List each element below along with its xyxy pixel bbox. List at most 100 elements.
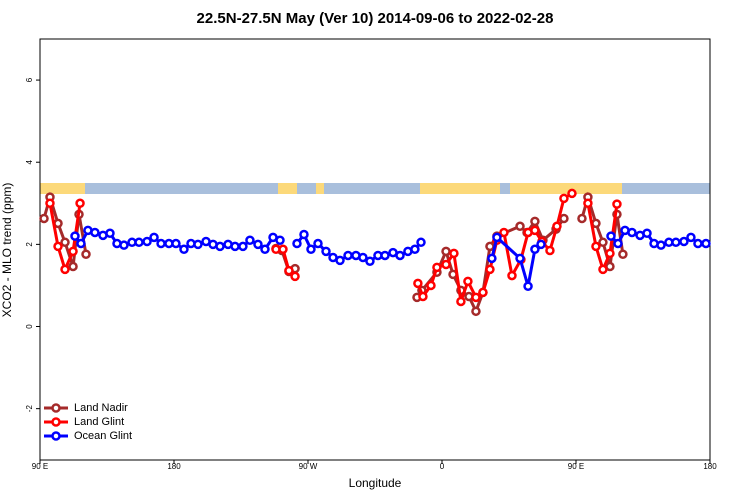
chart-title: 22.5N-27.5N May (Ver 10) 2014-09-06 to 2… — [197, 10, 554, 27]
legend-label: Land Glint — [74, 416, 124, 428]
data-point — [90, 227, 100, 238]
data-point — [53, 241, 63, 252]
data-point — [413, 278, 423, 289]
legend-marker — [51, 431, 61, 441]
x-tick-label: 90 E — [32, 462, 48, 471]
legend-label: Land Nadir — [74, 402, 128, 414]
data-point — [618, 249, 628, 259]
data-point — [432, 262, 442, 273]
data-point — [358, 252, 368, 263]
data-point — [238, 241, 248, 252]
data-point — [119, 240, 129, 250]
data-point — [515, 221, 525, 232]
data-point — [671, 237, 681, 248]
data-point — [577, 213, 587, 224]
data-point — [70, 231, 80, 241]
map-land — [40, 183, 85, 194]
plot-frame — [39, 38, 711, 461]
data-point — [142, 236, 152, 247]
data-point — [260, 244, 270, 255]
data-point — [492, 232, 502, 243]
data-point — [693, 238, 703, 249]
data-point — [545, 245, 555, 256]
map-land — [510, 183, 622, 194]
data-point — [76, 238, 86, 249]
data-point — [686, 232, 696, 243]
map-land — [278, 183, 297, 194]
data-point — [449, 248, 459, 259]
legend-label: Ocean Glint — [74, 430, 132, 442]
data-point — [149, 232, 159, 243]
data-point — [567, 188, 577, 199]
x-tick-label: 180 — [167, 462, 181, 471]
data-point — [478, 287, 488, 298]
data-point — [487, 253, 497, 264]
data-point — [418, 291, 428, 302]
data-point — [656, 240, 666, 250]
y-tick-label: 6 — [25, 77, 34, 82]
data-point — [284, 265, 294, 276]
data-point — [75, 198, 85, 209]
data-point — [275, 235, 285, 246]
data-point — [245, 235, 255, 246]
data-point — [441, 246, 451, 257]
data-point — [380, 250, 390, 261]
data-point — [679, 236, 689, 247]
data-point — [39, 213, 49, 224]
data-point — [606, 231, 616, 241]
data-point — [321, 246, 331, 257]
x-tick-label: 0 — [440, 462, 445, 471]
data-point — [313, 238, 323, 249]
data-point — [485, 264, 495, 275]
y-tick-label: -2 — [25, 405, 34, 413]
y-tick-label: 4 — [25, 159, 34, 164]
data-point — [299, 229, 309, 240]
map-ocean — [40, 183, 710, 194]
map-land — [420, 183, 500, 194]
data-point — [598, 264, 608, 275]
y-tick-label: 2 — [25, 242, 34, 247]
data-point — [559, 213, 569, 224]
data-point — [485, 241, 495, 252]
data-point — [134, 237, 144, 248]
data-point — [613, 238, 623, 249]
data-point — [179, 244, 189, 255]
data-point — [598, 237, 608, 248]
x-axis-label: Longitude — [349, 476, 402, 490]
data-point — [343, 250, 353, 261]
data-point — [45, 198, 55, 209]
data-point — [365, 256, 375, 266]
data-point — [471, 306, 481, 317]
data-point — [463, 276, 473, 287]
data-point — [193, 239, 203, 250]
data-point — [306, 244, 316, 255]
legend-marker — [51, 403, 61, 413]
data-point — [583, 198, 593, 209]
data-point — [642, 228, 652, 239]
map-land — [316, 183, 324, 194]
data-point — [530, 225, 540, 236]
data-point — [612, 199, 622, 209]
x-tick-label: 180 — [703, 462, 717, 471]
x-tick-label: 90 E — [568, 462, 584, 471]
data-point — [591, 241, 601, 252]
data-point — [426, 280, 436, 291]
data-point — [292, 238, 302, 249]
data-point — [552, 221, 562, 232]
data-point — [559, 193, 569, 204]
data-point — [81, 249, 91, 259]
legend-marker — [51, 417, 61, 427]
data-point — [416, 237, 426, 248]
data-point — [395, 250, 405, 261]
data-point — [441, 259, 451, 270]
data-point — [605, 248, 615, 259]
data-point — [410, 244, 420, 255]
data-point — [253, 239, 263, 250]
data-point — [230, 241, 240, 252]
data-point — [530, 244, 540, 255]
data-point — [68, 261, 78, 272]
data-point — [627, 227, 637, 238]
data-point — [507, 270, 517, 281]
data-point — [471, 292, 481, 303]
